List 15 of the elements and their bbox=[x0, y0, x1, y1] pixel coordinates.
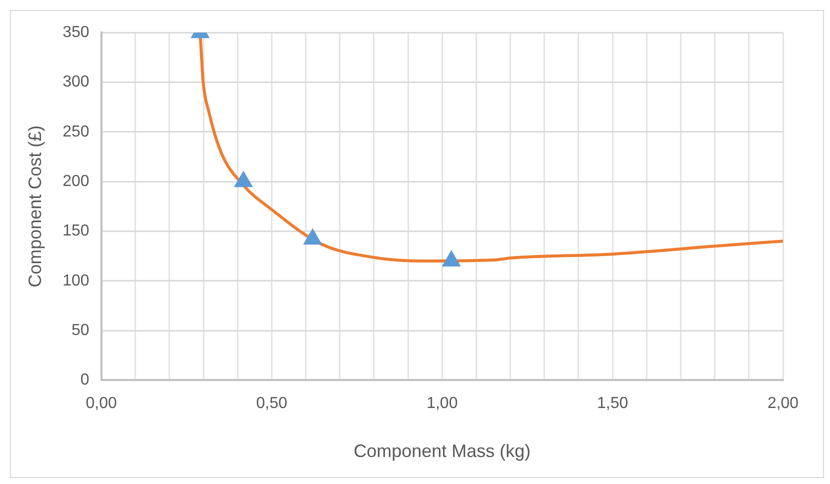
x-tick-label: 2,00 bbox=[767, 395, 799, 412]
y-tick-label: 100 bbox=[62, 272, 90, 290]
x-tick-label: 1,50 bbox=[597, 395, 628, 412]
y-axis-title: Component Cost (£) bbox=[24, 125, 45, 288]
y-tick-label: 350 bbox=[62, 24, 90, 42]
y-tick-label: 150 bbox=[62, 222, 90, 240]
y-tick-label: 200 bbox=[62, 172, 90, 190]
y-tick-label: 0 bbox=[80, 372, 90, 389]
x-tick-label: 1,00 bbox=[426, 395, 458, 412]
x-axis-title: Component Mass (kg) bbox=[354, 441, 531, 462]
y-tick-label: 250 bbox=[62, 123, 90, 140]
x-tick-label: 0,00 bbox=[86, 395, 117, 412]
x-tick-label: 0,50 bbox=[256, 395, 288, 412]
y-tick-label: 300 bbox=[62, 74, 90, 91]
y-tick-label: 50 bbox=[72, 322, 90, 339]
